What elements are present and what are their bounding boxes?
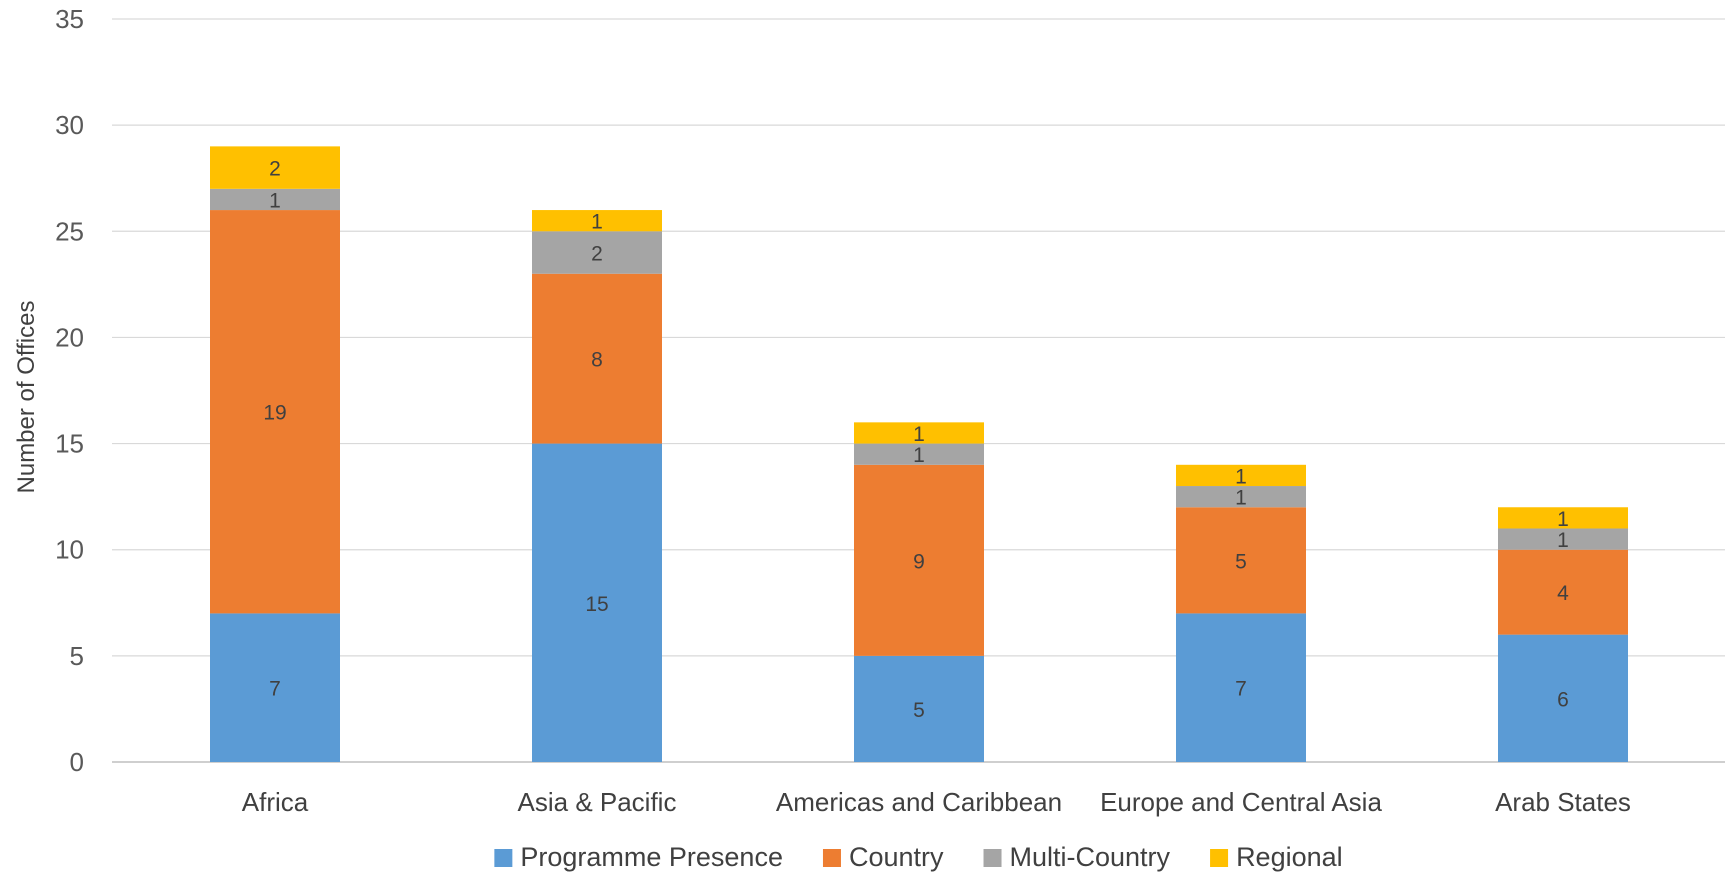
x-axis-categories: Africa Asia & Pacific Americas and Caribbe… [242,787,1631,817]
legend-label: Country [849,842,944,872]
bar-segment [1176,486,1306,508]
x-category-label: Africa [242,787,309,817]
bars [210,146,1628,762]
data-label: 7 [1235,678,1247,701]
x-category-label: Europe and Central Asia [1100,787,1382,817]
y-tick-label: 15 [55,429,84,459]
data-label: 1 [1235,487,1247,510]
bar-segment [532,443,662,762]
data-label: 1 [591,211,603,234]
legend-swatch [822,849,841,867]
x-category-label: Arab States [1495,787,1631,817]
bar-segment [1176,464,1306,487]
bar-segment [210,188,340,211]
bar-segment [854,443,984,465]
bar-segment [532,231,662,274]
legend-swatch [983,849,1002,867]
bar-segment [1176,507,1306,614]
legend-item: Regional [1210,842,1343,872]
legend-item: Multi-Country [983,842,1171,872]
bar-segment [210,210,340,614]
bar-segment [1498,528,1628,550]
legend-item: Programme Presence [494,842,783,872]
legend: Programme Presence Country Multi-Country Re… [494,842,1343,872]
bar-segment [854,464,984,656]
data-label: 9 [913,550,925,573]
data-label: 5 [913,699,925,722]
bar-segment [854,655,984,762]
data-label: 1 [1557,508,1569,531]
bar-segment [1498,634,1628,762]
x-category-label: Americas and Caribbean [776,787,1062,817]
data-label: 19 [263,402,286,425]
data-label: 1 [1235,465,1247,488]
bar-segment [854,422,984,444]
y-tick-label: 0 [70,747,84,777]
data-label: 2 [591,243,603,266]
bar-segment [532,210,662,232]
y-tick-label: 20 [55,322,84,352]
y-tick-label: 30 [55,110,84,140]
y-tick-label: 35 [55,4,84,34]
data-label: 8 [591,349,603,372]
bar-segment [532,273,662,444]
bar-segment [210,146,340,189]
y-axis-ticks: 0 5 10 15 20 25 30 35 [55,4,84,777]
legend-label: Regional [1236,842,1343,872]
data-label: 1 [1557,529,1569,552]
y-tick-label: 5 [70,641,84,671]
data-label: 4 [1557,582,1569,605]
gridlines [112,18,1725,763]
data-label: 2 [269,158,281,181]
data-label: 1 [269,189,281,212]
bar-segment [1176,613,1306,762]
x-category-label: Asia & Pacific [518,787,677,817]
y-axis-title: Number of Offices [13,301,40,494]
legend-swatch [1210,849,1229,867]
y-tick-label: 10 [55,535,84,565]
legend-label: Programme Presence [520,842,783,872]
data-label: 1 [913,423,925,446]
bar-segment [210,613,340,762]
data-label: 6 [1557,688,1569,711]
legend-label: Multi-Country [1010,842,1171,872]
y-tick-label: 25 [55,216,84,246]
legend-item: Country [822,842,944,872]
data-label: 1 [913,444,925,467]
data-label: 7 [269,678,281,701]
legend-swatch [494,849,513,867]
data-label: 15 [585,593,608,616]
data-label: 5 [1235,550,1247,573]
bar-segment [1498,549,1628,635]
bar-segment [1498,507,1628,529]
